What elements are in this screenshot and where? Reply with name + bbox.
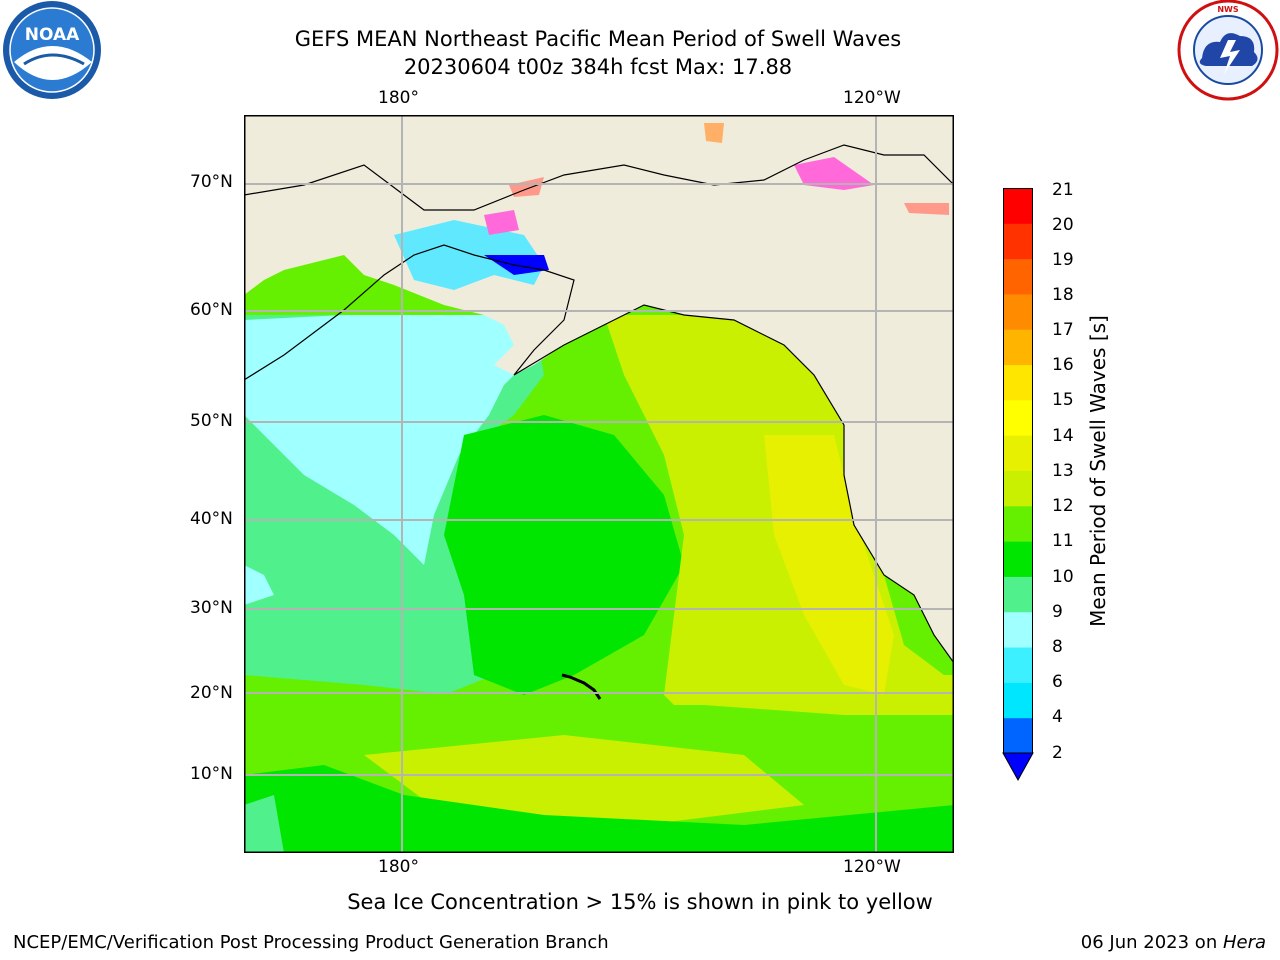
sea-ice-orange-2 <box>904 203 949 215</box>
sea-ice-pink-3 <box>794 157 874 190</box>
sea-ice-note: Sea Ice Concentration > 15% is shown in … <box>347 890 933 914</box>
coastline <box>244 244 954 664</box>
svg-text:NWS: NWS <box>1217 5 1239 14</box>
colorbar-tick-4: 4 <box>1052 707 1063 727</box>
chart-title: GEFS MEAN Northeast Pacific Mean Period … <box>294 27 902 51</box>
colorbar-tick-18: 18 <box>1052 285 1074 305</box>
colorbar-tick-8: 8 <box>1052 637 1063 657</box>
map-panel <box>244 115 954 853</box>
colorbar-segment <box>1003 399 1033 436</box>
colorbar-segment <box>1003 293 1033 330</box>
swell-zone-8-9 <box>244 315 564 565</box>
lat-label-10n: 10°N <box>190 764 233 784</box>
date-stamp: 06 Jun 2023 on Hera <box>1080 932 1266 953</box>
colorbar-title: Mean Period of Swell Waves [s] <box>1086 314 1111 627</box>
colorbar-tick-6: 6 <box>1052 672 1063 692</box>
colorbar-segment <box>1003 364 1033 401</box>
colorbar-segment <box>1003 717 1033 754</box>
swell-zone-8-9-b <box>244 565 274 605</box>
colorbar-segment <box>1003 258 1033 295</box>
colorbar-tick-14: 14 <box>1052 426 1074 446</box>
colorbar-tick-20: 20 <box>1052 215 1074 235</box>
lon-label-top-120w: 120°W <box>843 88 901 108</box>
colorbar-segment <box>1003 647 1033 683</box>
swell-zone-10-11 <box>444 415 684 695</box>
colorbar-tick-11: 11 <box>1052 531 1074 551</box>
noaa-logo-text: NOAA <box>25 25 80 45</box>
chart-subtitle: 20230604 t00z 384h fcst Max: 17.88 <box>403 55 793 79</box>
graticule <box>244 115 954 853</box>
colorbar-segment <box>1003 470 1033 507</box>
colorbar-tick-10: 10 <box>1052 567 1074 587</box>
colorbar-tick-2: 2 <box>1052 743 1063 763</box>
swell-zone-sw <box>244 795 284 853</box>
swell-zone-13-14 <box>764 435 894 695</box>
colorbar-border <box>1003 188 1033 754</box>
lat-label-70n: 70°N <box>190 172 233 192</box>
nws-logo: NWS <box>1177 0 1279 101</box>
lat-label-60n: 60°N <box>190 300 233 320</box>
sea-ice-orange-1 <box>704 123 724 143</box>
colorbar-tick-12: 12 <box>1052 496 1074 516</box>
colorbar-tick-15: 15 <box>1052 390 1074 410</box>
lat-label-30n: 30°N <box>190 598 233 618</box>
colorbar-tick-13: 13 <box>1052 461 1074 481</box>
lat-label-20n: 20°N <box>190 683 233 703</box>
colorbar-segment <box>1003 223 1033 260</box>
colorbar-segment <box>1003 611 1033 648</box>
colorbar-tick-17: 17 <box>1052 320 1074 340</box>
swell-zone-south-yellow <box>364 735 804 825</box>
colorbar-tick-19: 19 <box>1052 250 1074 270</box>
noaa-logo: NOAA <box>1 0 103 101</box>
credit-text: NCEP/EMC/Verification Post Processing Pr… <box>13 932 609 953</box>
colorbar-segment <box>1003 576 1033 613</box>
lat-label-40n: 40°N <box>190 509 233 529</box>
colorbar-segment <box>1003 682 1033 719</box>
colorbar-segment <box>1003 329 1033 366</box>
lon-label-bottom-120w: 120°W <box>843 857 901 877</box>
colorbar-segment <box>1003 435 1033 471</box>
colorbar-extend-triangle <box>1002 752 1034 782</box>
sea-ice-pink-1 <box>484 210 519 235</box>
sea-ice-bering <box>394 220 544 290</box>
lat-label-50n: 50°N <box>190 411 233 431</box>
colorbar <box>1002 188 1034 782</box>
colorbar-tick-9: 9 <box>1052 602 1063 622</box>
colorbar-segment <box>1003 541 1033 577</box>
lon-label-bottom-180: 180° <box>378 857 419 877</box>
lon-label-top-180: 180° <box>378 88 419 108</box>
colorbar-title-wrap: Mean Period of Swell Waves [s] <box>1083 188 1113 753</box>
colorbar-segment <box>1003 505 1033 542</box>
colorbar-segment <box>1003 188 1033 224</box>
colorbar-tick-21: 21 <box>1052 180 1074 200</box>
swell-zone-deep-south <box>244 765 954 853</box>
colorbar-tick-16: 16 <box>1052 355 1074 375</box>
